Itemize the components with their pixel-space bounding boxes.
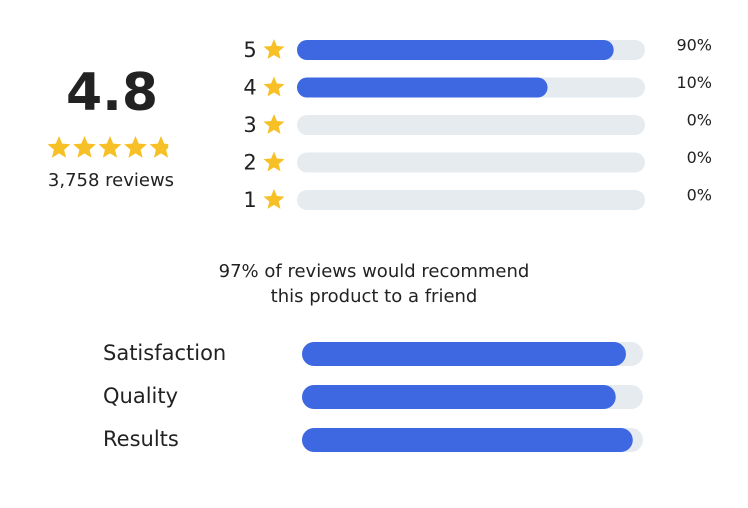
- star-level: 1: [243, 188, 256, 212]
- star-icon: [263, 114, 285, 134]
- percent-label: 0%: [687, 148, 712, 167]
- percent-label: 0%: [687, 111, 712, 130]
- recommend-line: 97% of reviews would recommend: [219, 261, 530, 282]
- star-icon: [263, 189, 285, 209]
- rating-star: [149, 136, 169, 158]
- star-icon: [263, 76, 285, 97]
- bar-fill: [302, 428, 633, 452]
- rating-star: [98, 136, 122, 158]
- percent-label: 0%: [687, 186, 712, 205]
- bar-track: [297, 115, 645, 135]
- star-icon: [263, 39, 285, 59]
- attribute-name: Quality: [103, 384, 178, 408]
- bar-track: [297, 152, 645, 173]
- star-level: 2: [243, 151, 256, 175]
- percent-label: 10%: [676, 73, 712, 92]
- rating-star: [73, 136, 96, 158]
- percent-label: 90%: [676, 36, 712, 55]
- attribute-name: Satisfaction: [103, 341, 226, 365]
- bar-fill: [297, 77, 548, 98]
- star-level: 4: [243, 76, 256, 100]
- rating-star: [47, 136, 71, 158]
- bar-fill: [297, 40, 614, 60]
- rating-star: [124, 136, 147, 158]
- attribute-name: Results: [103, 427, 179, 451]
- bar-track: [297, 190, 645, 210]
- review-count: 3,758 reviews: [48, 170, 174, 191]
- average-rating: 4.8: [66, 63, 158, 123]
- star-icon: [263, 151, 285, 172]
- star-level: 5: [243, 38, 256, 62]
- recommend-line: this product to a friend: [271, 286, 478, 307]
- bar-fill: [302, 342, 626, 366]
- star-level: 3: [243, 113, 256, 137]
- bar-fill: [302, 385, 616, 409]
